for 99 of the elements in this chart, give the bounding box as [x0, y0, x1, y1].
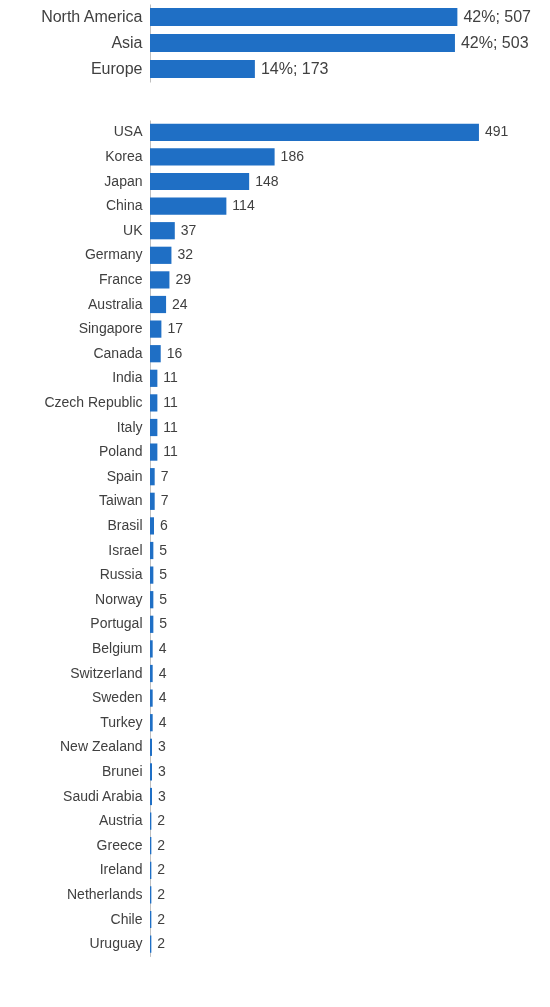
data-label: 2: [157, 812, 166, 829]
data-label: 2: [157, 935, 166, 952]
bar: [150, 246, 172, 264]
y-tick-label: Portugal: [90, 615, 143, 632]
y-tick-label: North America: [41, 8, 143, 25]
data-label: 7: [160, 492, 169, 509]
bar: [150, 148, 275, 166]
data-label: 148: [255, 172, 279, 189]
bar: [150, 123, 479, 141]
data-label: 17: [167, 320, 184, 337]
y-tick-label: New Zealand: [60, 738, 143, 755]
bar: [150, 369, 158, 387]
bar: [150, 689, 153, 707]
data-label: 16: [166, 344, 183, 361]
y-tick-label: Netherlands: [67, 885, 143, 902]
data-label: 491: [484, 123, 509, 140]
data-label: 7: [160, 467, 169, 484]
data-label: 2: [157, 910, 166, 927]
bar: [150, 222, 175, 240]
data-label: 2: [157, 836, 166, 853]
y-tick-label: USA: [113, 123, 144, 140]
y-tick-label: Uruguay: [89, 935, 143, 952]
data-label: 2: [157, 885, 166, 902]
y-tick-label: Taiwan: [98, 492, 143, 509]
y-tick-label: Chile: [110, 910, 143, 927]
y-tick-label: Russia: [99, 566, 143, 583]
data-label: 3: [158, 738, 167, 755]
y-tick-label: Brasil: [107, 516, 143, 533]
data-label: 11: [163, 443, 179, 460]
y-tick-label: Singapore: [78, 320, 143, 337]
data-label: 11: [163, 393, 179, 410]
y-tick-label: Spain: [106, 467, 143, 484]
y-tick-label: Ireland: [99, 861, 143, 878]
data-label: 42%; 503: [460, 34, 529, 51]
data-label: 14%; 173: [260, 60, 329, 77]
data-label: 4: [158, 689, 167, 706]
data-label: 37: [180, 221, 197, 238]
y-tick-label: Saudi Arabia: [63, 787, 143, 804]
bar: [150, 197, 227, 215]
data-label: 3: [158, 762, 167, 779]
bar: [150, 394, 158, 412]
data-label: 4: [158, 664, 167, 681]
bar: [150, 320, 162, 338]
data-label: 11: [163, 418, 179, 435]
bar: [150, 640, 153, 658]
y-tick-label: Sweden: [91, 689, 143, 706]
data-label: 4: [158, 639, 167, 656]
y-tick-label: Switzerland: [70, 664, 143, 681]
y-tick-label: Asia: [111, 34, 143, 51]
bar: [150, 492, 155, 510]
data-label: 6: [160, 516, 169, 533]
y-tick-label: France: [98, 270, 143, 287]
y-tick-label: Poland: [98, 443, 143, 460]
y-tick-label: Israel: [108, 541, 143, 558]
y-tick-label: China: [105, 197, 143, 214]
y-tick-label: India: [112, 369, 143, 386]
y-tick-label: UK: [123, 221, 144, 238]
bar: [150, 468, 155, 486]
bar: [150, 443, 158, 461]
y-tick-label: Czech Republic: [44, 393, 143, 410]
bar: [150, 517, 155, 535]
bar: [150, 763, 153, 781]
data-label: 32: [177, 246, 194, 263]
bar: [150, 714, 153, 732]
data-label: 42%; 507: [463, 8, 532, 25]
bar: [150, 295, 167, 314]
data-label: 2: [157, 861, 166, 878]
data-label: 29: [175, 270, 192, 287]
data-label: 5: [159, 590, 168, 607]
data-label: 24: [172, 295, 188, 312]
bar: [150, 345, 161, 363]
y-tick-label: Australia: [88, 295, 143, 312]
bar: [150, 172, 250, 191]
data-label: 4: [158, 713, 167, 730]
bar: [150, 787, 153, 806]
y-tick-label: Italy: [116, 418, 143, 435]
data-label: 5: [159, 541, 168, 558]
bar: [150, 271, 170, 289]
data-label: 114: [232, 197, 255, 214]
data-label: 5: [159, 566, 168, 583]
y-tick-label: Europe: [90, 60, 143, 77]
bar: [150, 738, 153, 756]
y-tick-label: Canada: [93, 344, 143, 361]
y-tick-label: Belgium: [91, 639, 143, 656]
bar: [150, 566, 154, 584]
y-tick-label: Japan: [104, 172, 143, 189]
bar: [150, 664, 153, 683]
y-tick-label: Greece: [96, 836, 143, 853]
y-tick-label: Germany: [84, 246, 143, 263]
data-label: 11: [163, 369, 179, 386]
y-tick-label: Austria: [98, 812, 143, 829]
data-label: 5: [159, 615, 168, 632]
y-tick-label: Norway: [95, 590, 143, 607]
y-tick-label: Brunei: [102, 762, 143, 779]
data-label: 186: [280, 147, 305, 164]
y-tick-label: Turkey: [100, 713, 143, 730]
data-label: 3: [158, 787, 167, 804]
y-tick-label: Korea: [105, 147, 143, 164]
bar: [150, 418, 158, 437]
